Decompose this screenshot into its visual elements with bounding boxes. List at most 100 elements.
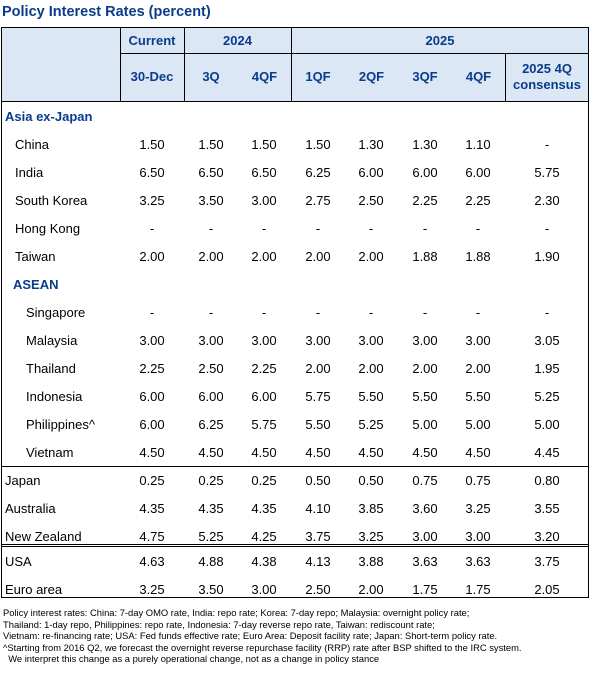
separator-nz-usa <box>2 544 588 547</box>
footnote-line: We interpret this change as a purely ope… <box>3 653 380 665</box>
table-cell: - <box>261 221 267 236</box>
table-cell: 5.25 <box>358 417 384 432</box>
table-cell: - <box>261 305 267 320</box>
table-cell: 3.00 <box>251 193 277 208</box>
table-cell: 4.35 <box>139 501 165 516</box>
table-cell: 6.25 <box>305 165 331 180</box>
table-cell: 3.05 <box>534 333 560 348</box>
separator-asia-japan <box>2 466 588 467</box>
table-cell: - <box>208 221 214 236</box>
table-cell: 2.00 <box>358 582 384 597</box>
table-cell: 3.20 <box>534 529 560 544</box>
table-cell: 6.00 <box>358 165 384 180</box>
table-cell: 1.50 <box>251 137 277 152</box>
table-cell: 5.50 <box>305 417 331 432</box>
table-cell: - <box>544 137 550 152</box>
row-label: China <box>15 137 49 152</box>
table-cell: 2.50 <box>305 582 331 597</box>
table-cell: 3.55 <box>534 501 560 516</box>
table-cell: 3.25 <box>139 193 165 208</box>
table-cell: 1.88 <box>465 249 491 264</box>
table-cell: 0.75 <box>412 473 438 488</box>
table-cell: - <box>315 305 321 320</box>
table-cell: 3.60 <box>412 501 438 516</box>
table-cell: 1.50 <box>305 137 331 152</box>
table-cell: - <box>315 221 321 236</box>
table-cell: 6.00 <box>139 417 165 432</box>
table-cell: 1.90 <box>534 249 560 264</box>
table-cell: - <box>475 221 481 236</box>
table-cell: 3.75 <box>534 554 560 569</box>
policy-rates-table: Current 2024 2025 30-Dec 3Q 4QF 1QF 2QF … <box>1 27 589 598</box>
table-cell: 1.50 <box>139 137 165 152</box>
table-cell: 0.50 <box>358 473 384 488</box>
table-cell: 6.00 <box>412 165 438 180</box>
row-label: Thailand <box>26 361 76 376</box>
table-cell: 6.50 <box>251 165 277 180</box>
table-cell: 4.50 <box>358 445 384 460</box>
table-cell: 1.75 <box>465 582 491 597</box>
table-cell: 4.50 <box>465 445 491 460</box>
table-cell: 3.00 <box>358 333 384 348</box>
table-cell: 3.63 <box>465 554 491 569</box>
table-cell: 4.63 <box>139 554 165 569</box>
row-label: Taiwan <box>15 249 56 264</box>
table-cell: 2.00 <box>358 249 384 264</box>
table-cell: 6.00 <box>198 389 224 404</box>
table-cell: 1.30 <box>412 137 438 152</box>
table-cell: 3.00 <box>412 333 438 348</box>
table-cell: 3.00 <box>465 333 491 348</box>
header-consensus: 2025 4Q consensus <box>513 61 581 92</box>
table-cell: 4.35 <box>198 501 224 516</box>
table-row: Thailand 2.25 2.50 2.25 2.00 2.00 2.00 2.00 1.95 <box>2 355 588 383</box>
table-cell: - <box>422 305 428 320</box>
table-row: Taiwan 2.00 2.00 2.00 2.00 2.00 1.88 1.88 1.90 <box>2 243 588 271</box>
table-cell: 4.25 <box>251 529 277 544</box>
table-cell: 4.10 <box>305 501 331 516</box>
table-row: Australia 4.35 4.35 4.35 4.10 3.85 3.60 3.25 3.5… <box>2 495 588 523</box>
table-cell: 3.25 <box>139 582 165 597</box>
table-cell: 3.63 <box>412 554 438 569</box>
table-cell: 3.50 <box>198 582 224 597</box>
table-cell: 2.25 <box>412 193 438 208</box>
table-row: Japan 0.25 0.25 0.25 0.50 0.50 0.75 0.75 0.80 <box>2 467 588 495</box>
row-label: India <box>15 165 44 180</box>
table-cell: - <box>368 221 374 236</box>
table-row: Vietnam 4.50 4.50 4.50 4.50 4.50 4.50 4.50 4.45 <box>2 439 588 467</box>
page-title: Policy Interest Rates (percent) <box>2 4 211 20</box>
table-cell: 3.00 <box>465 529 491 544</box>
row-label: Euro area <box>5 582 63 597</box>
table-cell: 3.00 <box>251 333 277 348</box>
table-cell: 4.50 <box>139 445 165 460</box>
header-col-3q-2024: 3Q <box>202 69 220 84</box>
table-cell: 2.50 <box>198 361 224 376</box>
row-label: Australia <box>5 501 56 516</box>
table-cell: 4.38 <box>251 554 277 569</box>
table-cell: 4.45 <box>534 445 560 460</box>
table-cell: 2.30 <box>534 193 560 208</box>
table-cell: - <box>544 305 550 320</box>
footnotes: Policy interest rates: China: 7-day OMO … <box>3 607 589 665</box>
table-row: China 1.50 1.50 1.50 1.50 1.30 1.30 1.10 - <box>2 131 588 159</box>
table-cell: 1.88 <box>412 249 438 264</box>
table-cell: 3.75 <box>305 529 331 544</box>
table-cell: 3.85 <box>358 501 384 516</box>
table-cell: 2.00 <box>305 361 331 376</box>
table-cell: 5.00 <box>465 417 491 432</box>
table-cell: 3.88 <box>358 554 384 569</box>
table-row: Euro area 3.25 3.50 3.00 2.50 2.00 1.75 1.75 2.0… <box>2 576 588 604</box>
table-cell: 5.75 <box>534 165 560 180</box>
table-cell: - <box>149 221 155 236</box>
table-cell: 5.25 <box>198 529 224 544</box>
table-cell: 4.75 <box>139 529 165 544</box>
table-cell: 3.00 <box>412 529 438 544</box>
table-cell: 4.50 <box>198 445 224 460</box>
header-date: 30-Dec <box>130 69 174 84</box>
header-col-2qf: 2QF <box>358 69 385 84</box>
header-col-4qf-2024: 4QF <box>251 69 278 84</box>
table-cell: - <box>368 305 374 320</box>
table-cell: 0.50 <box>305 473 331 488</box>
table-cell: 4.50 <box>305 445 331 460</box>
table-cell: 5.75 <box>305 389 331 404</box>
table-cell: 2.00 <box>465 361 491 376</box>
